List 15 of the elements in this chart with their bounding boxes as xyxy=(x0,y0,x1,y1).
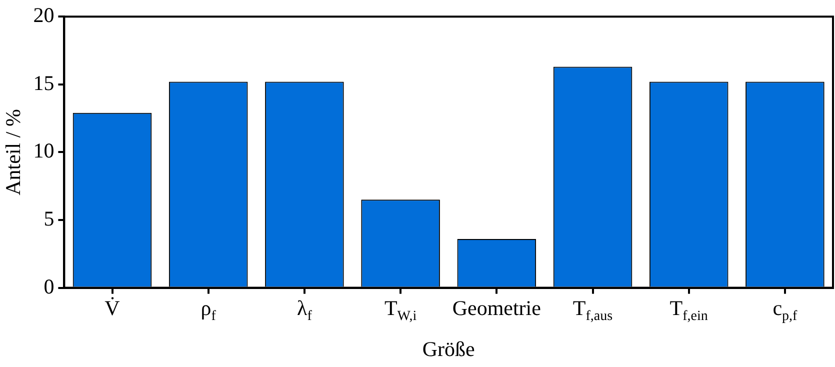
y-tick-label: 15 xyxy=(33,70,54,95)
x-axis-title: Größe xyxy=(422,336,475,361)
x-tick-label: V̇ xyxy=(104,296,120,321)
x-tick-label: T$_{f,ein}$ xyxy=(670,296,708,325)
x-tick-label: λ$_{f}$ xyxy=(297,296,312,325)
x-tick-label: Geometrie xyxy=(452,296,541,321)
y-tick-label: 5 xyxy=(44,206,54,231)
y-tick-label: 20 xyxy=(33,3,54,28)
x-tick-label: ρ$_{f}$ xyxy=(200,296,216,325)
x-tick-label: c$_{p,f}$ xyxy=(772,296,798,325)
x-tick-label: T$_{W,i}$ xyxy=(384,296,417,325)
y-tick-label: 0 xyxy=(44,274,54,298)
y-axis-title: Anteil / % xyxy=(1,109,26,196)
y-tick-label: 10 xyxy=(33,138,54,163)
x-tick-label: T$_{f,aus}$ xyxy=(572,296,613,325)
